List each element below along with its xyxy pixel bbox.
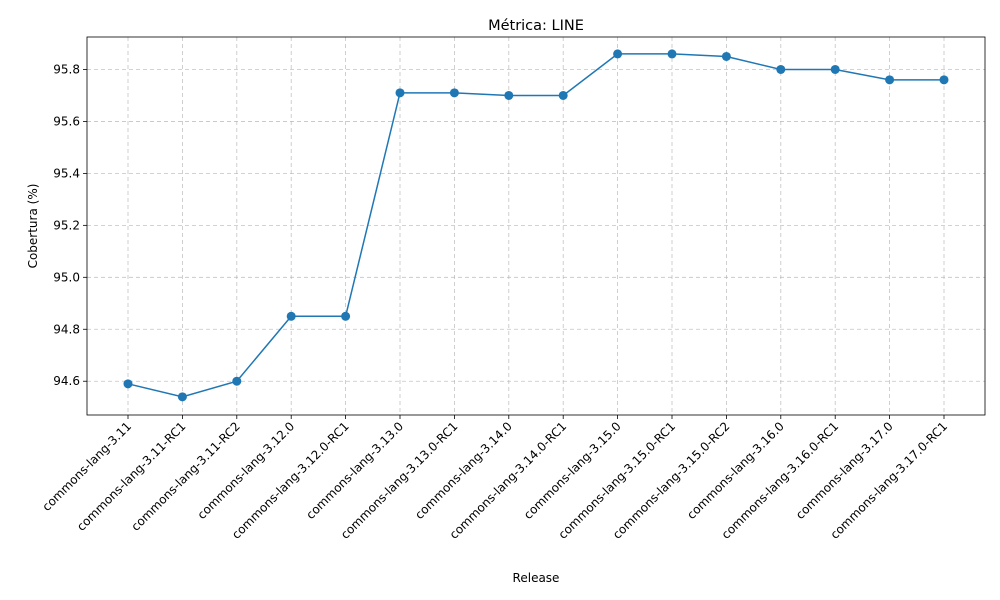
data-series [123,49,949,402]
plot-frame [86,36,986,416]
y-tick-label: 94.8 [53,322,80,336]
data-point [558,90,568,100]
data-point [286,311,296,321]
data-point [667,49,677,59]
data-point [776,64,786,74]
x-axis-title: Release [513,571,560,585]
data-point [395,88,405,98]
data-point [721,51,731,61]
y-tick-label: 95.4 [53,166,80,180]
y-tick-label: 95.8 [53,62,80,76]
series-line [127,53,944,398]
data-point [177,392,187,402]
data-point [123,379,133,389]
y-tick-label: 95.0 [53,270,80,284]
data-point [830,64,840,74]
y-axis-ticks: 94.6 94.8 95.0 95.2 95.4 95.6 95.8 [53,62,87,388]
data-point [504,90,514,100]
chart-title: Métrica: LINE [488,18,584,34]
data-point [885,75,895,85]
y-tick-label: 94.6 [53,374,80,388]
data-point [232,376,242,386]
y-tick-label: 95.2 [53,218,80,232]
y-axis-title: Cobertura (%) [26,184,40,269]
data-point [939,75,949,85]
data-point [613,49,623,59]
data-point [449,88,459,98]
y-tick-label: 95.6 [53,114,80,128]
grid [87,37,985,415]
data-point [341,311,351,321]
